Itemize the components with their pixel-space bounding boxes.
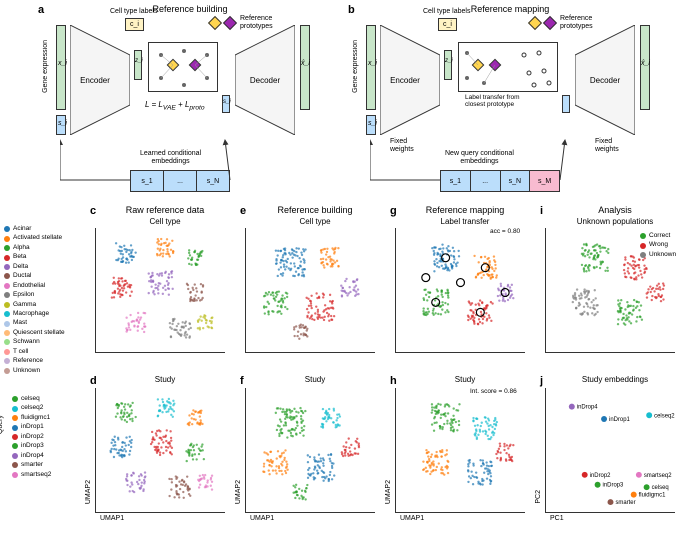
xihat-bar-b [640,25,650,110]
fixed-w-dec: Fixedweights [595,138,619,153]
umap1-f: UMAP1 [250,515,274,522]
decoder-a: Decoder [235,25,295,135]
celltype-legend: AcinarActivated stellateAlphaBetaDeltaDu… [4,225,65,376]
scatter-d [95,388,225,513]
title-i: Analysis [550,205,680,215]
scatter-g [395,228,525,353]
arrows-b [370,135,570,195]
svg-text:smarter: smarter [615,500,635,506]
latent-box-b [458,42,558,92]
umap1-d: UMAP1 [100,515,124,522]
subtitle-h: Study [400,375,530,384]
latent-box-a [148,42,218,92]
proto-yellow-b [528,16,542,30]
subtitle-i: Unknown populations [550,217,680,226]
ci-box-a: c_i [125,18,144,31]
svg-text:Decoder: Decoder [590,76,621,85]
arrows-a [60,135,235,195]
panel-label-g: g [390,205,397,217]
xihat-label-b: x̂_i [641,60,650,67]
svg-text:Encoder: Encoder [390,76,420,85]
zi-label-a: z_i [135,58,143,64]
umap2-h: UMAP2 [385,480,392,504]
title-c: Raw reference data [100,205,230,215]
query-legend: Query celseqcelseq2fluidigmc1inDrop1inDr… [4,395,51,480]
panel-label-c: c [90,205,96,217]
zi-bar-b [444,50,452,80]
subtitle-d: Study [100,375,230,384]
xihat-bar-a [300,25,310,110]
scatter-j: inDrop4 inDrop1 celseq2 inDrop2 inDrop3 smart… [545,388,675,513]
panel-label-e: e [240,205,246,217]
subtitle-c: Cell type [100,217,230,226]
scatter-e [245,228,375,353]
svg-text:inDrop3: inDrop3 [603,483,624,489]
subtitle-f: Study [250,375,380,384]
svg-text:smartseq2: smartseq2 [644,473,672,479]
panel-label-h: h [390,375,397,387]
panel-label-d: d [90,375,97,387]
xi-label-b: x_i [368,60,377,67]
si-bar-b2 [562,95,570,113]
decoder-b: Decoder [575,25,635,135]
label-transfer-text: Label transfer fromclosest prototype [465,94,520,108]
title-g: Reference mapping [400,205,530,215]
svg-text:celseq: celseq [652,485,669,491]
gene-expr-label-a: Gene expression [42,40,49,93]
panel-label-j: j [540,375,543,387]
subtitle-g: Label transfer [400,217,530,226]
svg-text:Encoder: Encoder [80,76,110,85]
zi-label-b: z_i [445,58,453,64]
svg-text:fluidigmc1: fluidigmc1 [639,493,666,499]
encoder-a: Encoder [70,25,130,135]
scatter-c [95,228,225,353]
ct-labels-b: Cell type labels [423,8,470,15]
scatter-h [395,388,525,513]
ci-box-b: c_i [438,18,457,31]
pc2-j: PC2 [535,490,542,504]
umap2-d: UMAP2 [85,480,92,504]
zi-bar-a [134,50,142,80]
umap2-f: UMAP2 [235,480,242,504]
si-label-a1: s_i [58,120,67,127]
svg-text:inDrop4: inDrop4 [577,405,598,411]
si-label-a2: s_i [223,99,231,105]
panel-label-b: b [348,4,355,16]
si-label-b1: s_i [368,120,377,127]
xi-bar-b [366,25,376,110]
panel-label-i: i [540,205,543,217]
pc1-j: PC1 [550,515,564,522]
panel-label-f: f [240,375,244,387]
svg-text:inDrop2: inDrop2 [590,473,611,479]
panel-label-a: a [38,4,44,16]
xihat-label-a: x̂_i [301,60,310,67]
subtitle-j: Study embeddings [550,375,680,384]
loss-formula: L = LVAE + Lproto [145,100,205,112]
svg-text:Decoder: Decoder [250,76,281,85]
svg-text:celseq2: celseq2 [654,413,674,419]
proto-yellow-a [208,16,222,30]
svg-text:inDrop1: inDrop1 [609,417,630,423]
proto-purple-b [543,16,557,30]
title-e: Reference building [250,205,380,215]
subtitle-e: Cell type [250,217,380,226]
encoder-b: Encoder [380,25,440,135]
xi-bar-a [56,25,66,110]
ct-labels-a: Cell type labels [110,8,157,15]
xi-label-a: x_i [58,60,67,67]
unknown-legend: CorrectWrongUnknown [640,232,676,260]
umap1-h: UMAP1 [400,515,424,522]
gene-expr-label-b: Gene expression [352,40,359,93]
scatter-f [245,388,375,513]
